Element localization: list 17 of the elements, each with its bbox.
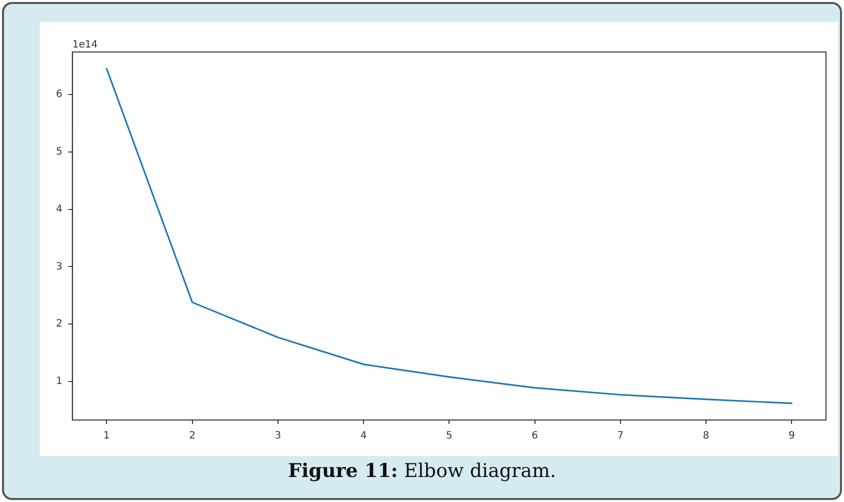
x-tick-label: 1 <box>103 430 110 442</box>
y-tick-label: 5 <box>56 146 62 158</box>
x-tick-label: 2 <box>189 430 196 442</box>
text: 1e14 <box>72 40 98 51</box>
x-tick-label: 7 <box>617 430 624 442</box>
y-tick-label: 3 <box>56 261 62 272</box>
y-tick-label: 1 <box>56 376 62 388</box>
x-tick-label: 5 <box>446 430 452 442</box>
x-tick-label: 4 <box>360 430 367 442</box>
x-tick-label: 9 <box>788 430 795 442</box>
y-tick-label: 2 <box>56 318 62 330</box>
y-tick-label: 4 <box>56 204 62 215</box>
x-tick-label: 8 <box>702 430 710 442</box>
text: Figure 11: Elbow diagram. <box>286 460 558 482</box>
x-tick-label: 3 <box>274 430 282 442</box>
x-tick-label: 6 <box>532 430 538 442</box>
y-tick-label: 6 <box>56 89 62 100</box>
